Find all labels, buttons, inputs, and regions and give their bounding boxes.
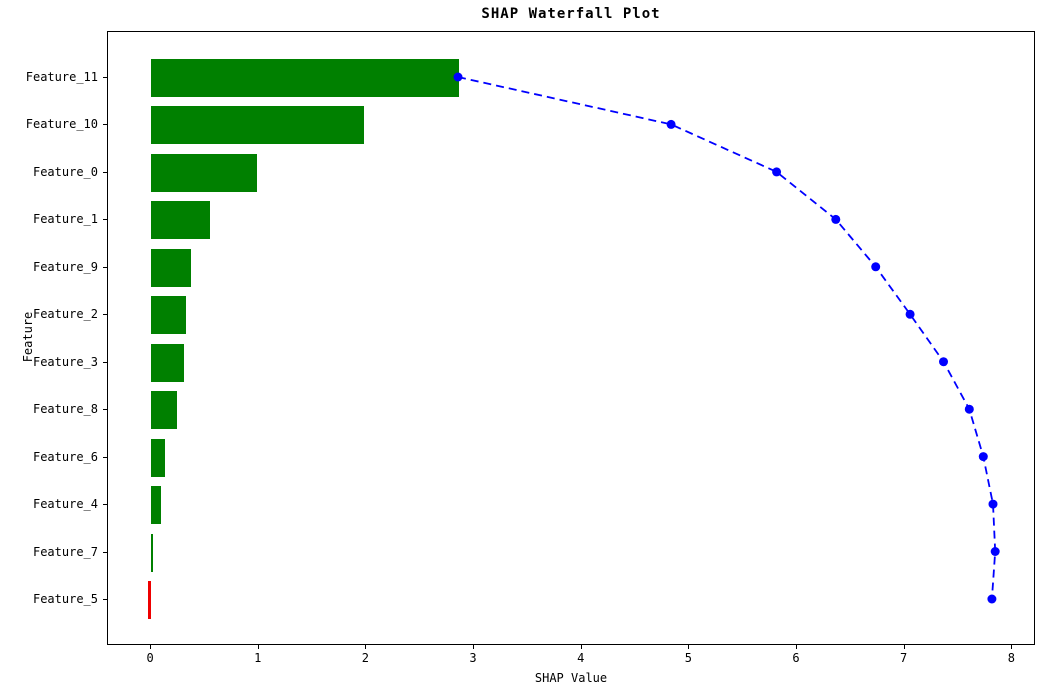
x-axis-label: SHAP Value bbox=[534, 671, 608, 685]
y-tick-label: Feature_10 bbox=[25, 117, 98, 132]
x-tick-label: 3 bbox=[469, 651, 477, 665]
marker-Feature_0 bbox=[772, 167, 782, 177]
x-tick-mark bbox=[903, 645, 905, 649]
x-tick-label: 7 bbox=[900, 651, 908, 665]
marker-Feature_7 bbox=[990, 547, 1000, 556]
x-tick-label: 5 bbox=[684, 651, 692, 665]
marker-Feature_9 bbox=[871, 262, 881, 272]
marker-Feature_1 bbox=[831, 214, 841, 224]
x-tick-label: 2 bbox=[361, 651, 369, 665]
x-tick-mark bbox=[580, 645, 582, 649]
bar-Feature_10 bbox=[151, 106, 365, 145]
x-tick-label: 4 bbox=[577, 651, 585, 665]
cumulative-line-layer bbox=[453, 72, 1000, 604]
y-tick-label: Feature_4 bbox=[32, 497, 98, 512]
bar-Feature_11 bbox=[151, 58, 459, 97]
y-tick-label: Feature_0 bbox=[32, 164, 98, 179]
y-tick-mark bbox=[103, 456, 107, 458]
y-tick-label: Feature_9 bbox=[32, 259, 98, 274]
x-tick-label: 1 bbox=[254, 651, 262, 665]
x-tick-mark bbox=[796, 645, 797, 649]
y-tick-label: Feature_6 bbox=[32, 449, 98, 464]
y-tick-mark bbox=[103, 599, 107, 600]
x-tick-label: 8 bbox=[1007, 651, 1015, 665]
plot-area bbox=[107, 31, 1035, 645]
x-tick-mark bbox=[473, 645, 475, 649]
chart-title: SHAP Waterfall Plot bbox=[481, 6, 661, 22]
cumulative-dashed-line bbox=[457, 76, 997, 600]
marker-Feature_6 bbox=[978, 452, 988, 462]
marker-Feature_5 bbox=[987, 594, 997, 604]
y-tick-mark bbox=[103, 314, 107, 316]
bar-Feature_9 bbox=[151, 248, 191, 287]
bar-Feature_4 bbox=[151, 486, 161, 525]
y-tick-label: Feature_2 bbox=[32, 307, 98, 322]
bar-Feature_0 bbox=[151, 153, 257, 192]
bar-Feature_8 bbox=[151, 391, 177, 430]
y-tick-label: Feature_5 bbox=[32, 592, 98, 606]
x-tick-mark bbox=[150, 645, 152, 649]
bar-Feature_2 bbox=[151, 296, 186, 335]
y-tick-mark bbox=[103, 361, 107, 363]
marker-Feature_3 bbox=[939, 357, 948, 367]
y-tick-mark bbox=[103, 219, 107, 221]
y-tick-mark bbox=[103, 409, 107, 411]
y-tick-mark bbox=[103, 171, 107, 173]
y-tick-mark bbox=[103, 76, 107, 78]
y-tick-mark bbox=[103, 504, 107, 506]
bar-Feature_7 bbox=[151, 533, 154, 572]
y-tick-label: Feature_3 bbox=[32, 354, 98, 369]
y-tick-label: Feature_11 bbox=[25, 69, 98, 84]
y-tick-label: Feature_7 bbox=[32, 544, 98, 559]
x-tick-mark bbox=[257, 645, 259, 649]
bar-Feature_3 bbox=[151, 343, 185, 382]
y-tick-label: Feature_8 bbox=[32, 402, 98, 417]
marker-Feature_2 bbox=[905, 309, 915, 319]
x-tick-label: 6 bbox=[792, 651, 800, 665]
x-tick-mark bbox=[1011, 645, 1013, 649]
y-tick-mark bbox=[103, 266, 107, 268]
marker-Feature_4 bbox=[988, 499, 998, 509]
x-tick-mark bbox=[365, 645, 367, 649]
bar-Feature_5 bbox=[147, 581, 152, 619]
x-tick-mark bbox=[688, 645, 690, 649]
marker-Feature_10 bbox=[666, 119, 676, 129]
y-tick-mark bbox=[103, 551, 107, 553]
bar-Feature_6 bbox=[151, 438, 166, 477]
y-tick-label: Feature_1 bbox=[32, 212, 98, 227]
y-tick-mark bbox=[103, 124, 107, 126]
y-axis-label: Feature bbox=[21, 311, 35, 363]
bar-Feature_1 bbox=[151, 201, 211, 240]
marker-Feature_11 bbox=[453, 72, 463, 82]
marker-Feature_8 bbox=[964, 404, 974, 414]
x-tick-label: 0 bbox=[146, 651, 154, 665]
